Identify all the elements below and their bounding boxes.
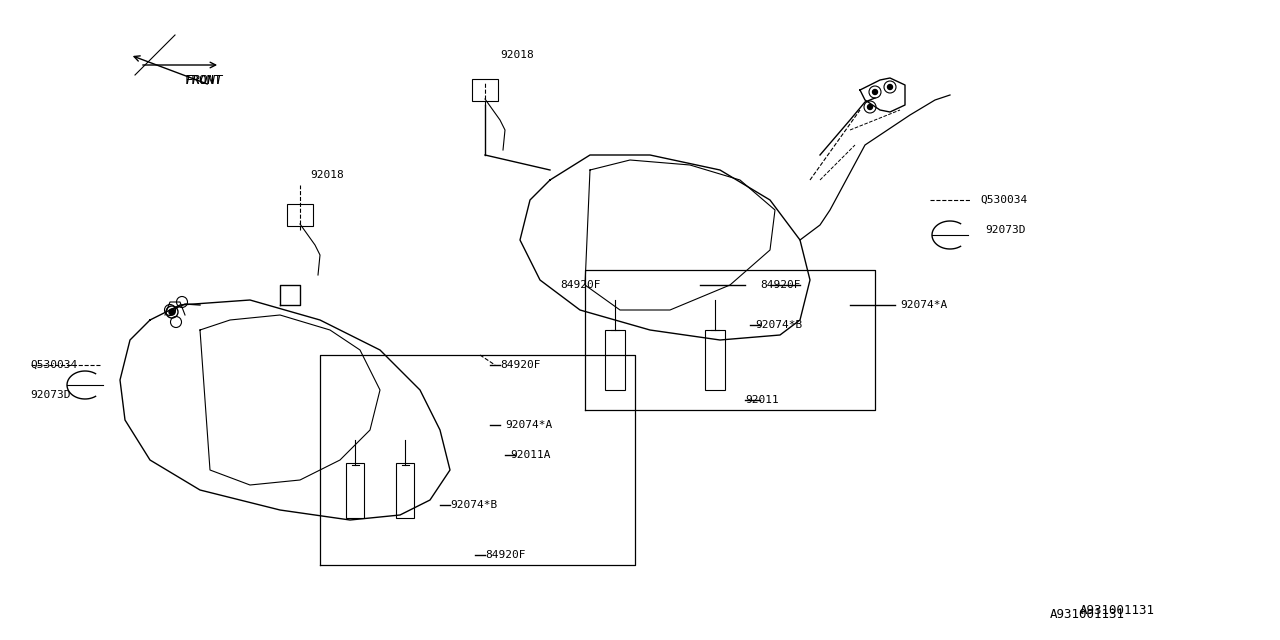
Text: 92074*A: 92074*A <box>900 300 947 310</box>
Text: 92073D: 92073D <box>29 390 70 400</box>
FancyBboxPatch shape <box>287 204 314 226</box>
Text: Q530034: Q530034 <box>29 360 77 370</box>
Bar <box>346 463 364 518</box>
Text: 84920F: 84920F <box>485 550 526 560</box>
Text: 92073D: 92073D <box>986 225 1025 235</box>
Text: FRONT: FRONT <box>186 74 223 86</box>
Circle shape <box>873 90 878 95</box>
Text: 92018: 92018 <box>500 50 534 60</box>
Text: 84920F: 84920F <box>500 360 540 370</box>
Text: 92011A: 92011A <box>509 450 550 460</box>
Text: 92074*B: 92074*B <box>755 320 803 330</box>
Text: 84920F: 84920F <box>561 280 600 290</box>
Circle shape <box>887 84 892 90</box>
Text: 92018: 92018 <box>310 170 344 180</box>
Bar <box>605 330 625 390</box>
Text: A931001131: A931001131 <box>1050 609 1125 621</box>
Text: FRONT: FRONT <box>186 74 223 86</box>
Text: 92011: 92011 <box>745 395 778 405</box>
Text: 92074*B: 92074*B <box>451 500 497 510</box>
Circle shape <box>868 104 873 109</box>
Circle shape <box>169 309 175 315</box>
Bar <box>705 330 724 390</box>
Text: 92074*A: 92074*A <box>506 420 552 430</box>
FancyBboxPatch shape <box>472 79 498 101</box>
Text: Q530034: Q530034 <box>980 195 1028 205</box>
Text: A931001131: A931001131 <box>1080 604 1155 616</box>
Bar <box>396 463 413 518</box>
Text: 84920F: 84920F <box>760 280 800 290</box>
